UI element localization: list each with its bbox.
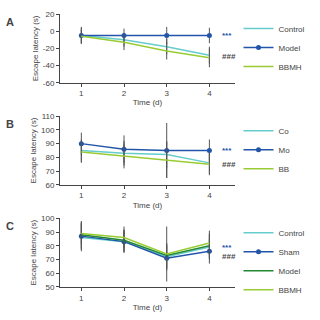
svg-text:80: 80 <box>45 242 54 251</box>
svg-text:-20: -20 <box>43 44 55 53</box>
svg-text:Time (d): Time (d) <box>133 303 163 312</box>
svg-text:100: 100 <box>41 126 55 135</box>
svg-text:50: 50 <box>45 283 54 292</box>
svg-text:2: 2 <box>122 294 127 303</box>
svg-text:90: 90 <box>45 139 54 148</box>
svg-text:A: A <box>6 16 14 28</box>
svg-text:C: C <box>6 220 14 232</box>
svg-text:90: 90 <box>45 228 54 237</box>
svg-text:Mo: Mo <box>279 146 291 155</box>
svg-text:1: 1 <box>79 294 84 303</box>
svg-text:3: 3 <box>164 191 169 200</box>
svg-text:Escape latency (s): Escape latency (s) <box>31 15 40 81</box>
svg-text:60: 60 <box>45 269 54 278</box>
svg-text:Control: Control <box>279 229 305 238</box>
svg-text:Control: Control <box>279 25 305 34</box>
svg-text:***: *** <box>222 243 232 252</box>
svg-text:20: 20 <box>45 10 54 19</box>
svg-text:70: 70 <box>45 255 54 264</box>
svg-text:2: 2 <box>122 89 127 98</box>
svg-text:Escape latency (s): Escape latency (s) <box>29 117 38 183</box>
svg-text:***: *** <box>222 31 232 40</box>
svg-text:2: 2 <box>122 191 127 200</box>
svg-text:BB: BB <box>279 165 290 174</box>
svg-text:Escape latency (s): Escape latency (s) <box>29 219 38 285</box>
svg-text:Model: Model <box>279 267 301 276</box>
svg-text:100: 100 <box>41 214 55 223</box>
svg-text:70: 70 <box>45 167 54 176</box>
svg-text:-60: -60 <box>43 79 55 88</box>
svg-text:BBMH: BBMH <box>279 63 302 72</box>
svg-text:***: *** <box>222 146 232 155</box>
svg-text:BBMH: BBMH <box>279 286 302 295</box>
svg-text:-40: -40 <box>43 61 55 70</box>
svg-text:4: 4 <box>207 191 212 200</box>
svg-text:110: 110 <box>42 112 55 121</box>
svg-text:###: ### <box>222 252 236 261</box>
svg-text:3: 3 <box>164 89 169 98</box>
svg-text:###: ### <box>222 160 236 169</box>
svg-text:4: 4 <box>207 294 212 303</box>
svg-text:B: B <box>6 118 14 130</box>
svg-text:1: 1 <box>79 191 84 200</box>
svg-text:###: ### <box>222 52 236 61</box>
svg-text:1: 1 <box>79 89 84 98</box>
svg-text:Sham: Sham <box>279 248 300 257</box>
svg-text:60: 60 <box>45 181 54 190</box>
svg-text:80: 80 <box>45 153 54 162</box>
svg-text:Time (d): Time (d) <box>133 98 163 107</box>
svg-text:Time (d): Time (d) <box>133 201 163 210</box>
svg-text:3: 3 <box>164 294 169 303</box>
svg-text:0: 0 <box>50 27 55 36</box>
svg-text:Model: Model <box>279 44 301 53</box>
svg-text:Co: Co <box>279 127 290 136</box>
svg-text:4: 4 <box>207 89 212 98</box>
